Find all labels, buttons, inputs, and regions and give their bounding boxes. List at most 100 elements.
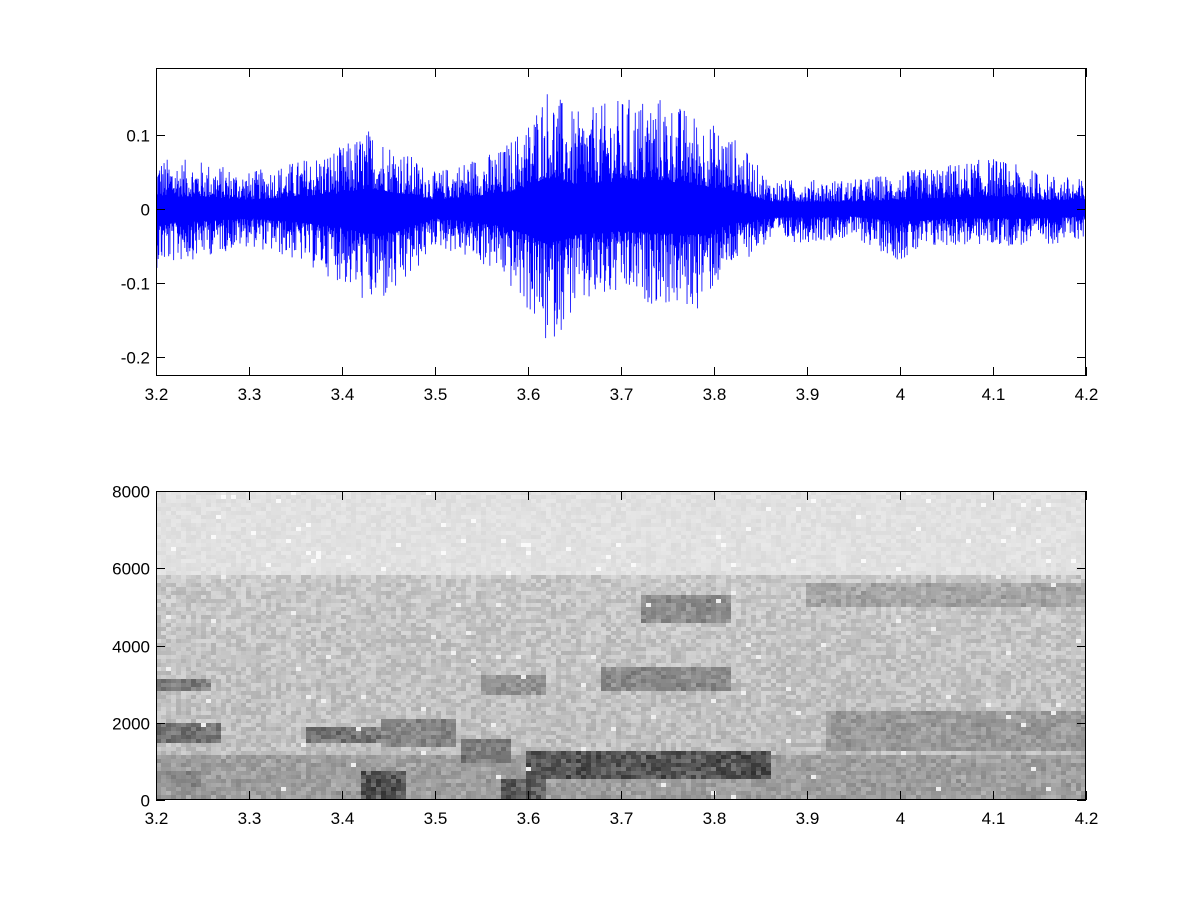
- spectrogram-cell: [321, 651, 326, 655]
- spectrogram-cell: [416, 611, 421, 615]
- spectrogram-cell: [401, 583, 406, 587]
- spectrogram-cell: [316, 767, 321, 771]
- spectrogram-cell: [446, 507, 451, 511]
- spectrogram-cell: [181, 647, 186, 651]
- spectrogram-cell: [251, 771, 256, 775]
- spectrogram-cell: [206, 599, 211, 603]
- spectrogram-cell: [436, 759, 441, 763]
- spectrogram-cell: [261, 791, 266, 795]
- spectrogram-cell: [331, 703, 336, 707]
- spectrogram-cell: [226, 699, 231, 703]
- spectrogram-cell: [351, 495, 356, 499]
- spectrogram-cell: [366, 491, 371, 495]
- spectrogram-cell: [366, 595, 371, 599]
- spectrogram-cell: [461, 563, 466, 567]
- spectrogram-cell: [316, 631, 321, 635]
- spectrogram-cell: [276, 499, 281, 503]
- spectrogram-cell: [191, 787, 196, 791]
- spectrogram-cell: [396, 503, 401, 507]
- spectrogram-cell: [341, 747, 346, 751]
- spectrogram-cell: [446, 559, 451, 563]
- spectrogram-cell: [346, 595, 351, 599]
- spectrogram-cell: [376, 703, 381, 707]
- spectrogram-cell: [211, 755, 216, 759]
- spectrogram-cell: [156, 539, 161, 543]
- spectrogram-cell: [386, 651, 391, 655]
- spectrogram-cell: [316, 539, 321, 543]
- spectrogram-cell: [411, 591, 416, 595]
- spectrogram-cell: [236, 631, 241, 635]
- spectrogram-cell: [226, 599, 231, 603]
- spectrogram-cell: [386, 767, 391, 771]
- spectrogram-cell: [271, 603, 276, 607]
- spectrogram-cell: [256, 555, 261, 559]
- spectrogram-cell: [186, 499, 191, 503]
- spectrogram-cell: [286, 747, 291, 751]
- spectrogram-cell: [391, 783, 396, 787]
- spectrogram-cell: [381, 523, 386, 527]
- spectrogram-cell: [341, 627, 346, 631]
- spectrogram-cell: [406, 599, 411, 603]
- spectrogram-cell: [156, 671, 161, 675]
- spectrogram-cell: [171, 795, 176, 799]
- spectrogram-cell: [196, 527, 201, 531]
- spectrogram-cell: [396, 515, 401, 519]
- spectrogram-cell: [206, 659, 211, 663]
- spectrogram-cell: [331, 591, 336, 595]
- spectrogram-cell: [381, 547, 386, 551]
- spectrogram-cell: [411, 775, 416, 779]
- spectrogram-cell: [226, 743, 231, 747]
- spectrogram-cell: [261, 591, 266, 595]
- waveform-y-axis: -0.2-0.100.1: [121, 127, 1086, 368]
- spectrogram-cell: [431, 499, 436, 503]
- spectrogram-cell: [196, 515, 201, 519]
- spectrogram-cell: [331, 651, 336, 655]
- spectrogram-cell: [236, 507, 241, 511]
- spectrogram-cell: [356, 535, 361, 539]
- spectrogram-cell: [281, 527, 286, 531]
- spectrogram-cell: [226, 579, 231, 583]
- spectrogram-cell: [201, 731, 206, 735]
- spectrogram-cell: [201, 659, 206, 663]
- spectrogram-cell: [251, 515, 256, 519]
- spectrogram-cell: [341, 763, 346, 767]
- spectrogram-cell: [296, 751, 301, 755]
- spectrogram-cell: [406, 735, 411, 739]
- spectrogram-cell: [441, 727, 446, 731]
- spectrogram-cell: [326, 575, 331, 579]
- spectrogram-cell: [201, 607, 206, 611]
- spectrogram-cell: [246, 767, 251, 771]
- spectrogram-cell: [231, 715, 236, 719]
- spectrogram-cell: [416, 727, 421, 731]
- spectrogram-cell: [401, 567, 406, 571]
- spectrogram-cell: [206, 743, 211, 747]
- spectrogram-cell: [241, 675, 246, 679]
- spectrogram-cell: [251, 555, 256, 559]
- spectrogram-cell: [401, 775, 406, 779]
- spectrogram-cell: [166, 547, 171, 551]
- spectrogram-cell: [256, 687, 261, 691]
- spectrogram-cell: [356, 651, 361, 655]
- spectrogram-cell: [396, 563, 401, 567]
- spectrogram-cell: [301, 527, 306, 531]
- spectrogram-cell: [381, 687, 386, 691]
- spectrogram-cell: [246, 503, 251, 507]
- spectrogram-cell: [201, 595, 206, 599]
- spectrogram-cell: [456, 491, 461, 495]
- spectrogram-cell: [426, 587, 431, 591]
- spectrogram-cell: [401, 631, 406, 635]
- spectrogram-cell: [181, 559, 186, 563]
- spectrogram-cell: [341, 523, 346, 527]
- spectrogram-cell: [371, 611, 376, 615]
- spectrogram-cell: [301, 711, 306, 715]
- spectrogram-cell: [161, 551, 166, 555]
- spectrogram-cell: [216, 755, 221, 759]
- spectrogram-cell: [306, 791, 311, 795]
- spectrogram-cell: [456, 651, 461, 655]
- spectrogram-cell: [241, 615, 246, 619]
- spectrogram-cell: [306, 595, 311, 599]
- spectrogram-cell: [396, 763, 401, 767]
- spectrogram-cell: [351, 667, 356, 671]
- spectrogram-cell: [236, 567, 241, 571]
- spectrogram-cell: [246, 727, 251, 731]
